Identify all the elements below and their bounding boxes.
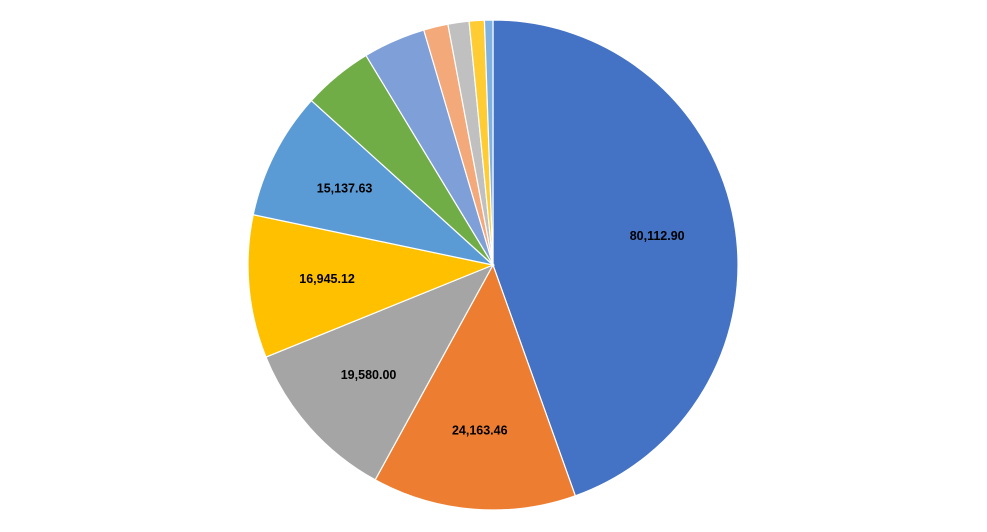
labels-layer: 80,112.90 24,163.46 19,580.00 16,945.12 15,1…	[299, 182, 684, 438]
pie-slice-11	[483, 19, 494, 266]
pie-slice-2	[374, 263, 577, 511]
slice-data-label: 19,580.00	[341, 368, 397, 382]
slice-data-label: 15,137.63	[317, 182, 373, 196]
slice-data-label: 80,112.90	[630, 229, 685, 243]
pie-slice-5	[252, 99, 496, 267]
slice-data-label: 16,945.12	[299, 272, 355, 286]
pie-slice-1	[492, 19, 739, 497]
pie-slice-3	[265, 263, 495, 481]
slice-data-label: 24,163.46	[452, 423, 508, 437]
pie-slice-4	[247, 213, 496, 358]
slices-layer	[247, 19, 739, 511]
